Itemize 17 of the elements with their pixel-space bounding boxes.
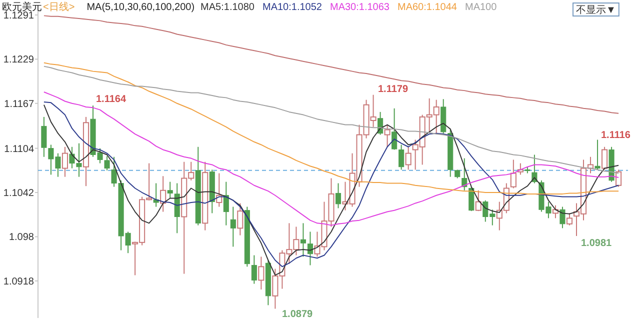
annotation: 1.0981 <box>581 238 612 249</box>
annotation: 不显示▼ <box>576 5 616 16</box>
chart-title: 欧元美元 <box>2 1 42 13</box>
control: 不显示▼ <box>572 2 620 16</box>
y-tick-label: 1.0918 <box>3 276 34 288</box>
annotation: 1.1116 <box>601 130 630 141</box>
y-tick-label: 1.1229 <box>3 54 34 66</box>
y-tick-label: 1.098 <box>8 232 34 244</box>
y-tick-label: 1.1167 <box>4 98 34 110</box>
annotation: 1.1164 <box>96 94 126 105</box>
annotation: 1.1179 <box>378 84 408 95</box>
annotation: 1.0879 <box>282 309 313 320</box>
chart-subtitle: <日线> <box>43 1 75 13</box>
legend: MA(5,10,30,60,100,200) MA5:1.1080 MA10:1.1052 MA30:1.1063 MA60:1.1044 MA100 <box>86 2 497 13</box>
y-tick-label: 1.1042 <box>3 188 34 200</box>
y-tick-label: 1.1104 <box>4 144 34 155</box>
y-tick-label: 1.1291 <box>3 10 34 22</box>
